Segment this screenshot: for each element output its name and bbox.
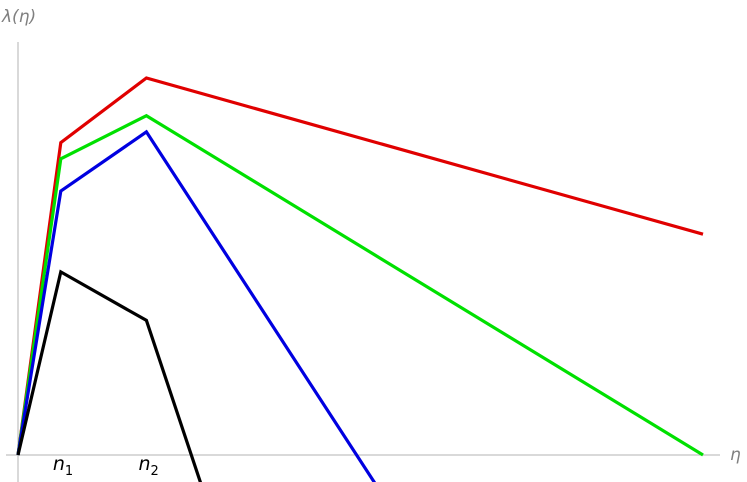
x-tick-label-2: n2 bbox=[138, 453, 158, 479]
x-tick-label-1: n1 bbox=[53, 453, 73, 479]
x-axis-label: η bbox=[730, 445, 741, 465]
series-line-3 bbox=[16, 129, 377, 482]
x-tick-labels: n1 n2 bbox=[53, 453, 159, 479]
series-line-2 bbox=[16, 113, 704, 457]
series-line-4 bbox=[16, 269, 203, 482]
series-line-1 bbox=[16, 76, 704, 456]
y-axis-label: λ(η) bbox=[1, 7, 36, 27]
series-group bbox=[16, 76, 704, 482]
